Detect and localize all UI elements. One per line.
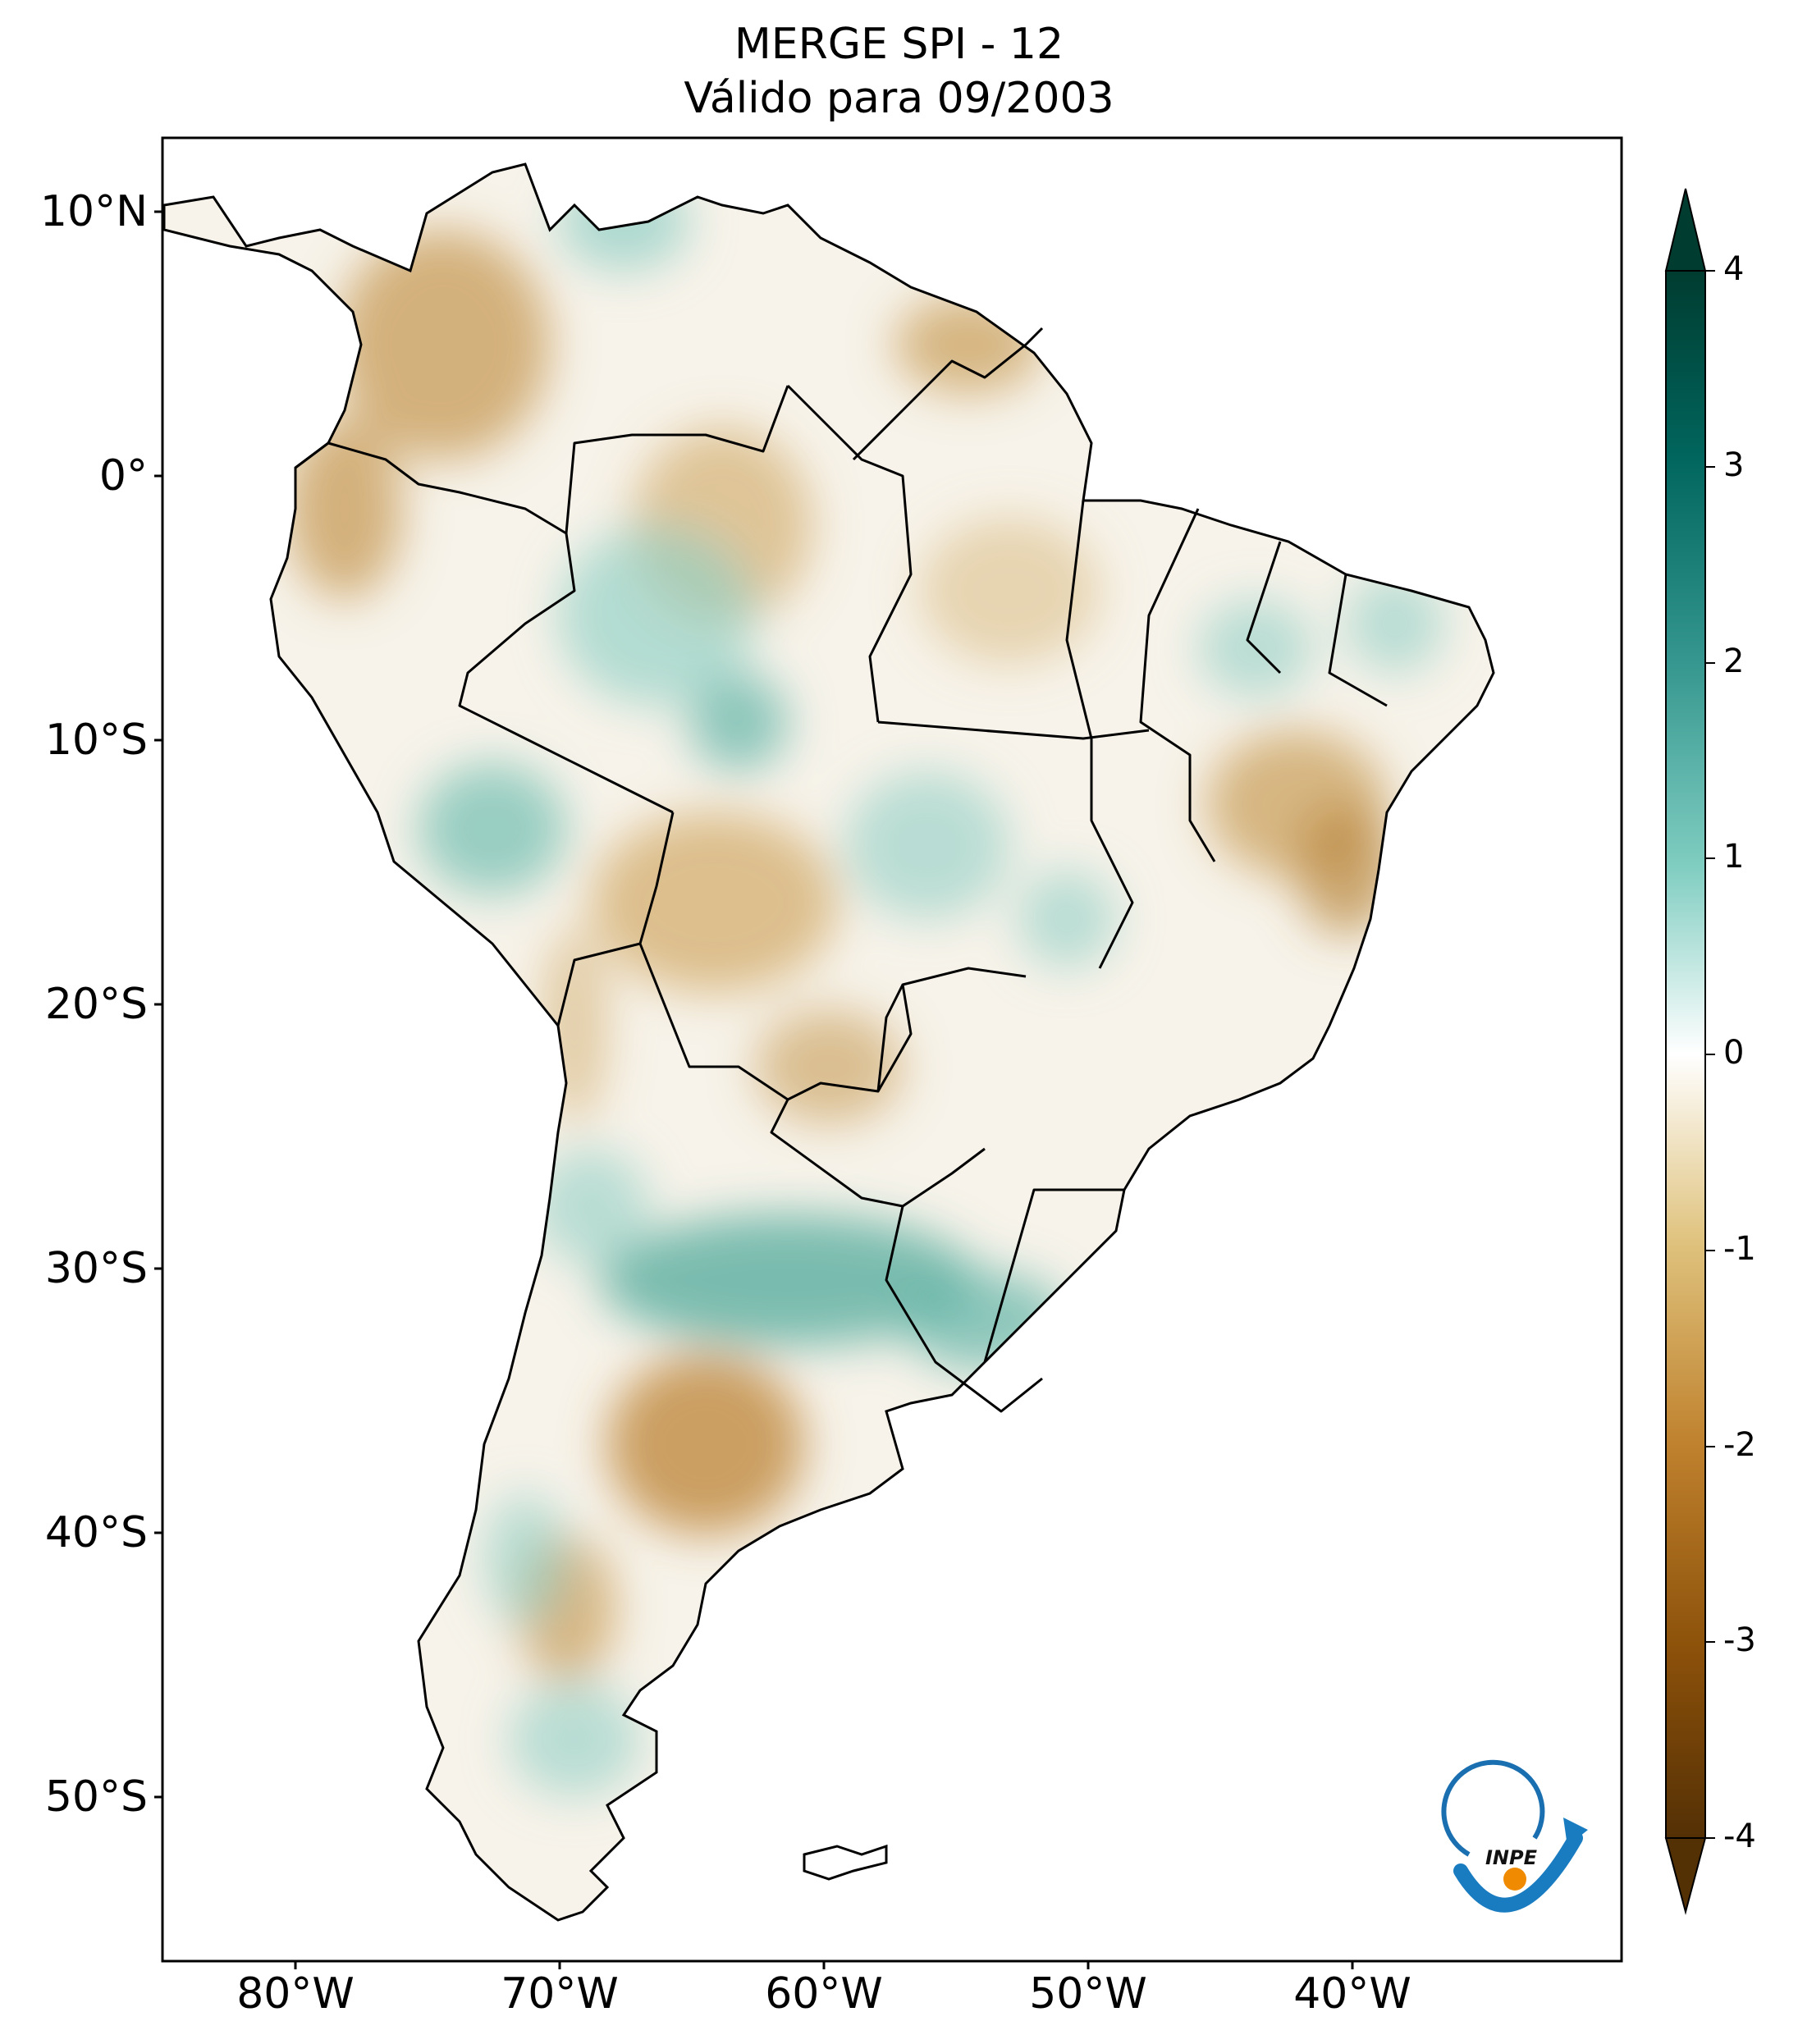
colorbar-tick-label: -1 bbox=[1723, 1230, 1756, 1268]
colorbar-tick-label: 4 bbox=[1723, 250, 1745, 288]
lat-tick-label: 40°S bbox=[44, 1508, 148, 1557]
colorbar-extend-top bbox=[1664, 188, 1707, 272]
lat-tick-label: 30°S bbox=[44, 1244, 148, 1293]
spi-field bbox=[287, 172, 1444, 1797]
lon-tick-label: 70°W bbox=[501, 1969, 619, 2019]
colorbar-tick-label: 0 bbox=[1723, 1034, 1745, 1072]
falkland-islands bbox=[803, 1844, 888, 1881]
colorbar-extend-bottom bbox=[1664, 1837, 1707, 1915]
lon-tick-label: 50°W bbox=[1029, 1969, 1147, 2019]
colorbar-tick-label: 3 bbox=[1723, 446, 1745, 484]
lon-tick-label: 60°W bbox=[765, 1969, 883, 2019]
lat-tick-label: 50°S bbox=[44, 1772, 148, 1822]
lat-tick-label: 10°S bbox=[44, 716, 148, 765]
lat-tick-label: 20°S bbox=[44, 980, 148, 1029]
axis-ticks bbox=[154, 210, 1354, 1969]
map-frame bbox=[161, 136, 1623, 1963]
country-borders bbox=[295, 327, 1388, 1413]
colorbar bbox=[1664, 188, 1715, 1915]
colorbar-tick-label: -4 bbox=[1723, 1818, 1756, 1855]
lat-tick-label: 0° bbox=[98, 451, 148, 501]
colorbar-tick-label: -2 bbox=[1723, 1426, 1756, 1464]
colorbar-tick-label: 2 bbox=[1723, 642, 1745, 680]
map-title: MERGE SPI - 12 bbox=[734, 20, 1064, 69]
logo-text: INPE bbox=[1485, 1846, 1538, 1869]
colorbar-tick-label: 1 bbox=[1723, 838, 1745, 876]
map-subtitle: Válido para 09/2003 bbox=[684, 74, 1114, 123]
lat-tick-label: 10°N bbox=[39, 187, 148, 236]
colorbar-tick-label: -3 bbox=[1723, 1621, 1756, 1659]
lon-tick-label: 40°W bbox=[1293, 1969, 1411, 2019]
lon-tick-label: 80°W bbox=[236, 1969, 355, 2019]
inpe-logo: INPE bbox=[1441, 1759, 1588, 1913]
